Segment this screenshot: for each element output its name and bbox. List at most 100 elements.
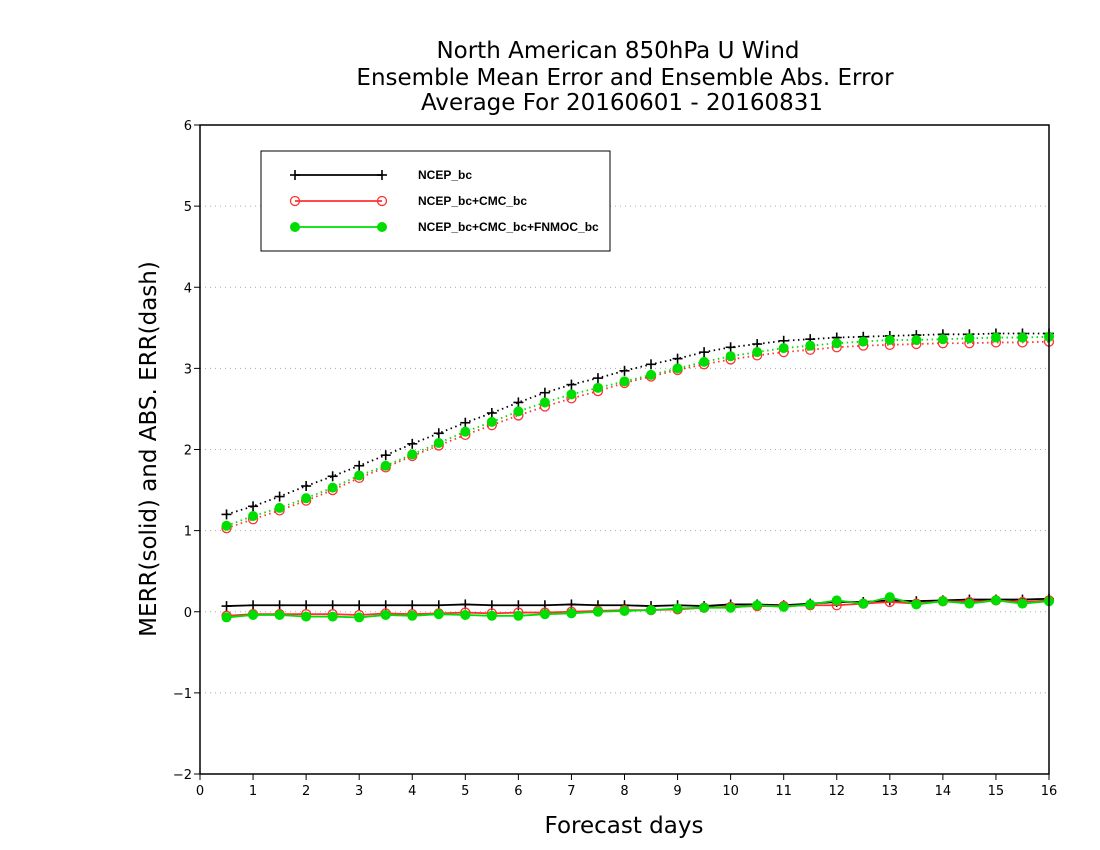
merr-point-ncep-bc-cmc-bc-fnmoc-bc [486, 610, 497, 621]
merr-point-ncep-bc-cmc-bc-fnmoc-bc [964, 598, 975, 609]
series-ncep-bc-cmc-bc [221, 336, 1055, 621]
abserr-point-ncep-bc [646, 359, 657, 370]
abserr-point-ncep-bc [407, 438, 418, 449]
gridlines [200, 205, 1049, 694]
abserr-point-ncep-bc-cmc-bc-fnmoc-bc [937, 334, 948, 345]
abserr-point-ncep-bc-cmc-bc-fnmoc-bc [752, 347, 763, 358]
legend-marker-start [289, 195, 301, 207]
x-tick-label: 7 [567, 784, 575, 799]
x-tick-label: 3 [355, 784, 363, 799]
legend-label: NCEP_bc [418, 168, 472, 182]
x-tick-label: 10 [722, 784, 739, 799]
abserr-point-ncep-bc-cmc-bc-fnmoc-bc [858, 336, 869, 347]
abserr-point-ncep-bc-cmc-bc-fnmoc-bc [672, 363, 683, 374]
x-tick-label: 6 [514, 784, 522, 799]
abserr-point-ncep-bc [380, 450, 391, 461]
x-tick-label: 16 [1041, 784, 1058, 799]
abserr-point-ncep-bc-cmc-bc-fnmoc-bc [407, 449, 418, 460]
series-ncep-bc [221, 328, 1054, 612]
merr-point-ncep-bc-cmc-bc-fnmoc-bc [699, 602, 710, 613]
merr-point-ncep-bc-cmc-bc-fnmoc-bc [354, 612, 365, 623]
x-tick-label: 11 [775, 784, 792, 799]
merr-point-ncep-bc-cmc-bc-fnmoc-bc [592, 606, 603, 617]
abserr-point-ncep-bc-cmc-bc-fnmoc-bc [805, 340, 816, 351]
abserr-point-ncep-bc-cmc-bc-fnmoc-bc [646, 369, 657, 380]
abserr-point-ncep-bc-cmc-bc-fnmoc-bc [884, 334, 895, 345]
x-tick-label: 4 [408, 784, 416, 799]
abserr-point-ncep-bc [460, 417, 471, 428]
abserr-point-ncep-bc [725, 342, 736, 353]
merr-point-ncep-bc-cmc-bc-fnmoc-bc [672, 603, 683, 614]
merr-point-ncep-bc-cmc-bc-fnmoc-bc [858, 598, 869, 609]
abserr-point-ncep-bc [672, 353, 683, 364]
merr-point-ncep-bc-cmc-bc-fnmoc-bc [433, 609, 444, 620]
abserr-point-ncep-bc-cmc-bc-fnmoc-bc [831, 338, 842, 349]
abserr-point-ncep-bc [301, 481, 312, 492]
x-tick-label: 1 [249, 784, 257, 799]
abserr-point-ncep-bc-cmc-bc-fnmoc-bc [248, 511, 259, 522]
merr-point-ncep-bc [354, 600, 365, 611]
merr-point-ncep-bc-cmc-bc-fnmoc-bc [248, 609, 259, 620]
abserr-point-ncep-bc-cmc-bc-fnmoc-bc [301, 493, 312, 504]
merr-point-ncep-bc-cmc-bc-fnmoc-bc [566, 608, 577, 619]
merr-point-ncep-bc-cmc-bc-fnmoc-bc [990, 595, 1001, 606]
merr-point-ncep-bc-cmc-bc-fnmoc-bc [619, 605, 630, 616]
merr-point-ncep-bc [566, 599, 577, 610]
abserr-point-ncep-bc-cmc-bc-fnmoc-bc [221, 520, 232, 531]
abserr-point-ncep-bc-cmc-bc-fnmoc-bc [778, 343, 789, 354]
merr-point-ncep-bc-cmc-bc-fnmoc-bc [937, 596, 948, 607]
abserr-point-ncep-bc-cmc-bc-fnmoc-bc [566, 389, 577, 400]
abserr-point-ncep-bc-cmc-bc-fnmoc-bc [433, 438, 444, 449]
merr-point-ncep-bc-cmc-bc-fnmoc-bc [407, 610, 418, 621]
series-layer [221, 328, 1055, 623]
merr-point-ncep-bc [513, 600, 524, 611]
legend-marker-end [377, 222, 387, 232]
abserr-point-ncep-bc-cmc-bc-fnmoc-bc [990, 332, 1001, 343]
abserr-point-ncep-bc-cmc-bc-fnmoc-bc [539, 397, 550, 408]
abserr-point-ncep-bc-cmc-bc-fnmoc-bc [486, 416, 497, 427]
y-tick-label: 3 [184, 362, 192, 377]
x-tick-label: 2 [302, 784, 310, 799]
merr-point-ncep-bc-cmc-bc-fnmoc-bc [831, 595, 842, 606]
x-tick-label: 12 [828, 784, 845, 799]
legend-marker-end [376, 195, 388, 207]
abserr-point-ncep-bc [354, 460, 365, 471]
merr-point-ncep-bc-cmc-bc-fnmoc-bc [380, 609, 391, 620]
legend-item-ncep-bc: NCEP_bc [290, 168, 472, 182]
merr-point-ncep-bc [539, 600, 550, 611]
merr-point-ncep-bc [327, 600, 338, 611]
legend-item-ncep-bc-cmc-bc: NCEP_bc+CMC_bc [289, 194, 527, 208]
legend-item-ncep-bc-cmc-bc-fnmoc-bc: NCEP_bc+CMC_bc+FNMOC_bc [290, 220, 599, 234]
abserr-point-ncep-bc [566, 379, 577, 390]
merr-point-ncep-bc-cmc-bc-fnmoc-bc [805, 599, 816, 610]
abserr-point-ncep-bc-cmc-bc-fnmoc-bc [513, 406, 524, 417]
x-tick-label: 13 [882, 784, 899, 799]
legend-label: NCEP_bc+CMC_bc [418, 194, 527, 208]
legend-marker-end [377, 170, 387, 180]
merr-point-ncep-bc-cmc-bc-fnmoc-bc [460, 609, 471, 620]
merr-point-ncep-bc-cmc-bc-fnmoc-bc [513, 610, 524, 621]
x-tick-label: 14 [935, 784, 952, 799]
abserr-point-ncep-bc-cmc-bc-fnmoc-bc [354, 470, 365, 481]
y-tick-label: −1 [173, 687, 192, 702]
x-tick-label: 0 [196, 784, 204, 799]
y-tick-label: 2 [184, 444, 192, 459]
abserr-point-ncep-bc-cmc-bc-fnmoc-bc [911, 334, 922, 345]
legend-marker-start [290, 222, 300, 232]
x-tick-label: 5 [461, 784, 469, 799]
abserr-point-ncep-bc-cmc-bc-fnmoc-bc [274, 502, 285, 513]
chart-title: North American 850hPa U Wind Ensemble Me… [356, 38, 894, 116]
abserr-point-ncep-bc-cmc-bc-fnmoc-bc [964, 333, 975, 344]
merr-point-ncep-bc-cmc-bc-fnmoc-bc [646, 605, 657, 616]
series-ncep-bc-cmc-bc-fnmoc-bc [221, 331, 1054, 623]
x-tick-label: 9 [673, 784, 681, 799]
abserr-point-ncep-bc-cmc-bc-fnmoc-bc [699, 356, 710, 367]
title-line-1: North American 850hPa U Wind [436, 38, 799, 64]
title-line-3: Average For 20160601 - 20160831 [421, 90, 823, 116]
abserr-point-ncep-bc [248, 501, 259, 512]
abserr-point-ncep-bc-cmc-bc-fnmoc-bc [327, 482, 338, 493]
merr-point-ncep-bc [274, 600, 285, 611]
merr-point-ncep-bc-cmc-bc-fnmoc-bc [725, 602, 736, 613]
y-tick-label: 4 [184, 281, 192, 296]
merr-point-ncep-bc-cmc-bc-fnmoc-bc [221, 612, 232, 623]
